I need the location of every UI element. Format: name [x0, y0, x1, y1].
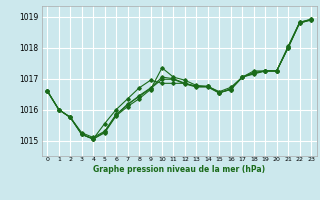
- X-axis label: Graphe pression niveau de la mer (hPa): Graphe pression niveau de la mer (hPa): [93, 165, 265, 174]
